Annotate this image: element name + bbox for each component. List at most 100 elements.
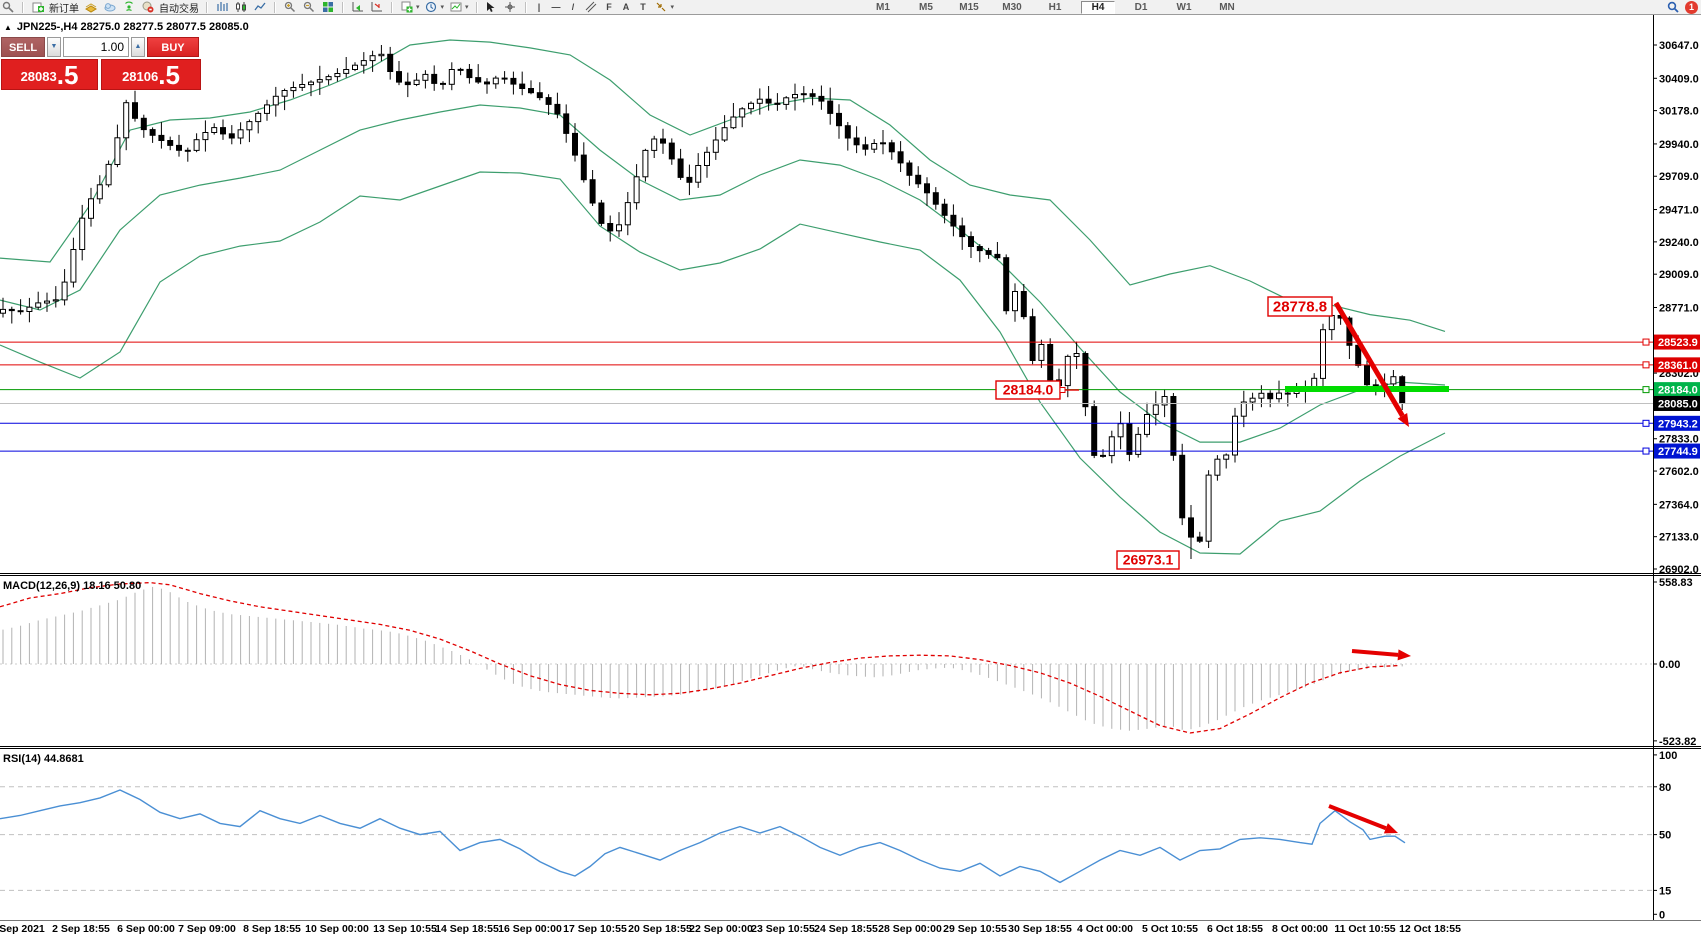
candles bbox=[0, 45, 1406, 559]
macd-label: MACD(12,26,9) 18.16 50.80 bbox=[3, 580, 141, 592]
time-tick-label: 28 Sep 00:00 bbox=[878, 923, 942, 935]
timeframe-button-mn[interactable]: MN bbox=[1219, 1, 1235, 13]
sell-price-main: 28083 bbox=[20, 69, 57, 84]
indicators-caret-icon[interactable]: ▾ bbox=[416, 4, 420, 11]
price-tick-label: 0 bbox=[1659, 909, 1665, 921]
new-order-icon[interactable] bbox=[30, 1, 45, 13]
trend-arrow-head bbox=[1397, 413, 1409, 427]
timeframe-button-h4[interactable]: H4 bbox=[1081, 0, 1115, 14]
periods-caret-icon[interactable]: ▾ bbox=[440, 4, 445, 11]
trend-arrow[interactable] bbox=[1351, 649, 1399, 657]
toolbar-separator bbox=[342, 1, 343, 13]
crosshair-icon[interactable] bbox=[503, 1, 518, 13]
buy-price-box[interactable]: 28106.5 bbox=[101, 59, 201, 90]
timeframe-button-m30[interactable]: M30 bbox=[1002, 1, 1022, 13]
chart-candles-icon[interactable] bbox=[233, 1, 248, 13]
tile-windows-icon[interactable] bbox=[320, 1, 335, 13]
price-badge: 28361.0 bbox=[1654, 357, 1700, 373]
support-zone-bar[interactable] bbox=[1285, 386, 1449, 392]
notification-badge[interactable]: 1 bbox=[1685, 0, 1698, 14]
time-tick-label: 11 Oct 10:55 bbox=[1334, 923, 1395, 935]
chart-line-icon[interactable] bbox=[252, 1, 267, 13]
timeframe-button-m15[interactable]: M15 bbox=[959, 1, 979, 13]
time-tick-label: 12 Oct 18:55 bbox=[1399, 923, 1461, 935]
rsi-pane[interactable] bbox=[0, 786, 1653, 891]
buy-button[interactable]: BUY bbox=[147, 37, 199, 57]
signals-icon[interactable] bbox=[121, 1, 136, 13]
trend-arrow[interactable] bbox=[1333, 301, 1405, 418]
collapse-triangle-icon[interactable]: ▲ bbox=[4, 22, 12, 32]
price-annotation[interactable]: 26973.1 bbox=[1116, 550, 1180, 570]
arrows-caret-icon[interactable]: ▾ bbox=[670, 4, 675, 11]
volume-decrease-button[interactable]: ▼ bbox=[47, 37, 61, 57]
timeframe-button-w1[interactable]: W1 bbox=[1176, 1, 1192, 13]
history-icon[interactable] bbox=[83, 1, 98, 13]
price-annotation[interactable]: 28778.8 bbox=[1267, 296, 1333, 317]
svg-text:28085.0: 28085.0 bbox=[1658, 398, 1698, 410]
price-tick-label: 27833.0 bbox=[1659, 434, 1699, 446]
macd-pane[interactable] bbox=[0, 581, 1653, 734]
new-order-button[interactable]: 新订单 bbox=[49, 3, 79, 15]
volume-input[interactable] bbox=[63, 37, 129, 57]
trendline-icon[interactable]: / bbox=[571, 2, 575, 12]
price-tick-label: 30178.0 bbox=[1659, 106, 1699, 118]
time-tick-label: 23 Sep 10:55 bbox=[751, 923, 815, 935]
timeframe-button-d1[interactable]: D1 bbox=[1134, 1, 1148, 13]
horizontal-level-lines[interactable] bbox=[0, 338, 1653, 455]
timeframe-button-h1[interactable]: H1 bbox=[1048, 1, 1062, 13]
price-tick-label: 80 bbox=[1659, 782, 1671, 794]
search-icon[interactable] bbox=[0, 1, 15, 13]
zoom-out-icon[interactable] bbox=[301, 1, 316, 13]
equidistant-channel-icon[interactable] bbox=[584, 1, 599, 13]
timeframe-button-m5[interactable]: M5 bbox=[919, 1, 933, 13]
vertical-line-icon[interactable]: | bbox=[537, 2, 541, 12]
sell-price-box[interactable]: 28083.5 bbox=[1, 59, 98, 90]
price-tick-label: 28771.0 bbox=[1659, 302, 1699, 314]
template-icon[interactable] bbox=[448, 1, 463, 13]
price-tick-label: 0.00 bbox=[1659, 659, 1680, 671]
time-axis[interactable]: Sep 2021 2 Sep 18:55 6 Sep 00:00 7 Sep 09:0… bbox=[0, 923, 1461, 935]
horizontal-line-icon[interactable]: — bbox=[551, 2, 561, 12]
price-tick-label: 30409.0 bbox=[1659, 73, 1699, 85]
price-annotation[interactable]: 28184.0 bbox=[995, 380, 1079, 400]
time-tick-label: 14 Sep 18:55 bbox=[435, 923, 499, 935]
price-tick-label: 29940.0 bbox=[1659, 139, 1699, 151]
text-icon[interactable]: A bbox=[622, 2, 630, 12]
time-tick-label: 8 Oct 00:00 bbox=[1272, 923, 1328, 935]
periods-clock-icon[interactable] bbox=[424, 1, 439, 13]
chart-bars-icon[interactable] bbox=[214, 1, 229, 13]
chart-shift-icon[interactable] bbox=[369, 1, 384, 13]
arrows-icon[interactable] bbox=[654, 1, 669, 13]
autotrading-icon[interactable] bbox=[140, 1, 155, 13]
mql5-cloud-icon[interactable] bbox=[102, 1, 117, 13]
volume-increase-button[interactable]: ▲ bbox=[131, 37, 145, 57]
text-label-icon[interactable]: T bbox=[640, 2, 646, 12]
price-tick-label: 29471.0 bbox=[1659, 205, 1699, 217]
price-axis[interactable]: 30647.0 30409.0 30178.0 29940.0 29709.0 29471… bbox=[1653, 40, 1700, 921]
template-caret-icon[interactable]: ▾ bbox=[465, 4, 469, 11]
toolbar: 新订单 自动交易 ▾ ▾ ▾ | — bbox=[0, 0, 1701, 15]
trend-arrow[interactable] bbox=[1328, 804, 1387, 831]
svg-text:27744.9: 27744.9 bbox=[1658, 446, 1698, 458]
main-pane[interactable]: 28778.8 28184.0 26973.1 bbox=[0, 39, 1653, 570]
macd-signal-line bbox=[0, 581, 1401, 734]
autotrading-button[interactable]: 自动交易 bbox=[159, 3, 199, 15]
scroll-to-end-icon[interactable] bbox=[350, 1, 365, 13]
time-tick-label: 16 Sep 00:00 bbox=[498, 923, 562, 935]
svg-text:28184.0: 28184.0 bbox=[1658, 385, 1698, 397]
zoom-in-icon[interactable] bbox=[282, 1, 297, 13]
search-market-icon[interactable] bbox=[1665, 1, 1680, 13]
indicators-add-icon[interactable] bbox=[399, 1, 414, 13]
cursor-icon[interactable] bbox=[484, 1, 499, 13]
timeframe-button-m1[interactable]: M1 bbox=[876, 1, 890, 13]
price-tick-label: 558.83 bbox=[1659, 577, 1693, 589]
rsi-label: RSI(14) 44.8681 bbox=[3, 753, 84, 765]
fibonacci-icon[interactable]: F bbox=[606, 2, 612, 12]
svg-text:28778.8: 28778.8 bbox=[1273, 299, 1327, 316]
sell-button[interactable]: SELL bbox=[1, 37, 45, 57]
time-tick-label: 24 Sep 18:55 bbox=[814, 923, 878, 935]
price-badge: 28184.0 bbox=[1654, 382, 1700, 398]
toolbar-separator bbox=[475, 1, 477, 13]
toolbar-separator bbox=[22, 1, 23, 13]
